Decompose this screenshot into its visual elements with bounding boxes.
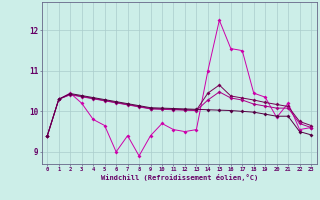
X-axis label: Windchill (Refroidissement éolien,°C): Windchill (Refroidissement éolien,°C): [100, 174, 258, 181]
